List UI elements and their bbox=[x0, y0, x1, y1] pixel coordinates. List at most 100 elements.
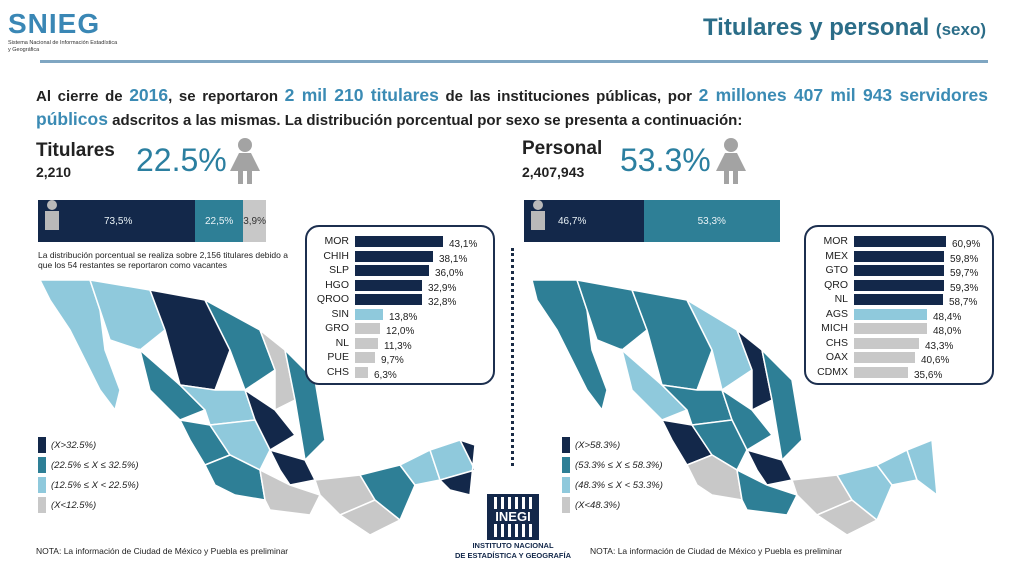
ranking-value-label: 32,9% bbox=[428, 282, 457, 294]
ranking-bar bbox=[854, 308, 927, 320]
legend-item: (22.5% ≤ X ≤ 32.5%) bbox=[38, 457, 139, 473]
titulares-map bbox=[38, 279, 477, 536]
ranking-bar bbox=[854, 265, 944, 276]
bar-segment-male: 46,7% bbox=[524, 200, 644, 242]
snieg-logo: SNIEG bbox=[8, 8, 101, 39]
ranking-bar bbox=[355, 294, 422, 305]
titulares-count: 2,210 bbox=[36, 164, 72, 180]
intro-text-2: , se reportaron bbox=[168, 88, 279, 105]
inegi-mark: INEGI bbox=[487, 494, 539, 540]
intro-year: 2016 bbox=[129, 85, 169, 105]
map-state bbox=[690, 419, 748, 472]
female-person-icon bbox=[712, 138, 750, 184]
map-state bbox=[835, 464, 893, 522]
ranking-bar bbox=[854, 294, 943, 305]
ranking-state-label: CHIH bbox=[323, 249, 349, 262]
map-state bbox=[243, 388, 297, 452]
personal-count: 2,407,943 bbox=[522, 164, 585, 180]
bar-segment-female: 53,3% bbox=[643, 200, 780, 242]
titulares-female-pct: 22.5% bbox=[136, 142, 227, 178]
map-state bbox=[438, 438, 477, 496]
ranking-value-label: 43,1% bbox=[449, 239, 478, 250]
map-state bbox=[208, 419, 271, 472]
ranking-state-label: SLP bbox=[329, 264, 349, 276]
ranking-state-label: CHS bbox=[825, 336, 848, 349]
map-state bbox=[685, 298, 753, 392]
ranking-value-label: 59,3% bbox=[950, 282, 979, 294]
legend-item: (12.5% ≤ X < 22.5%) bbox=[38, 477, 139, 493]
legend-item: (53.3% ≤ X ≤ 58.3%) bbox=[562, 457, 663, 473]
personal-female-pct: 53.3% bbox=[620, 142, 711, 178]
ranking-value-label: 58,7% bbox=[949, 297, 978, 308]
ranking-state-label: CHS bbox=[326, 365, 349, 378]
inegi-line2: DE ESTADÍSTICA Y GEOGRAFÍA bbox=[455, 551, 571, 560]
intro-holders: 2 mil 210 titulares bbox=[284, 85, 439, 105]
personal-legend: (X>58.3%) (53.3% ≤ X ≤ 58.3%) (48.3% ≤ X… bbox=[562, 437, 712, 518]
legend-item: (X>58.3%) bbox=[562, 437, 620, 453]
map-state bbox=[745, 448, 794, 486]
ranking-bar bbox=[355, 352, 375, 363]
intro-text-4: adscritos a las mismas. La distribución … bbox=[112, 112, 743, 129]
ranking-bar bbox=[854, 250, 944, 262]
map-state bbox=[358, 464, 416, 522]
intro-staff: 2 millones 407 mil 943 servidores públic… bbox=[36, 85, 988, 129]
map-state bbox=[620, 347, 689, 421]
ranking-state-label: SIN bbox=[331, 307, 349, 320]
map-state bbox=[258, 327, 296, 412]
inegi-line1: INSTITUTO NACIONAL bbox=[472, 541, 554, 550]
ranking-state-label: HGO bbox=[325, 278, 349, 291]
bar-segment-label: 53,3% bbox=[697, 215, 726, 227]
ranking-value-label: 38,1% bbox=[439, 253, 468, 265]
legend-item: (48.3% ≤ X < 53.3%) bbox=[562, 477, 663, 493]
ranking-value-label: 6,3% bbox=[374, 369, 397, 381]
ranking-value-label: 59,8% bbox=[950, 253, 979, 265]
personal-stacked-bar: 46,7% 53,3% bbox=[524, 200, 780, 242]
map-state bbox=[720, 388, 774, 452]
ranking-bar bbox=[355, 337, 378, 349]
male-person-icon bbox=[528, 200, 548, 242]
panel-divider bbox=[511, 248, 514, 466]
male-person-icon bbox=[42, 200, 62, 242]
titulares-legend: (X>32.5%) (22.5% ≤ X ≤ 32.5%) (12.5% ≤ X… bbox=[38, 437, 188, 518]
titulares-label: Titulares bbox=[36, 140, 115, 161]
map-state bbox=[259, 468, 322, 516]
titulares-ranking-panel: MOR 43,1% CHIH 38,1% SLP 36,0% HGO 32,9% QROO 32,… bbox=[305, 225, 495, 385]
personal-footnote: NOTA: La información de Ciudad de México… bbox=[590, 546, 843, 556]
ranking-value-label: 40,6% bbox=[921, 355, 950, 366]
ranking-bar bbox=[355, 308, 383, 320]
ranking-value-label: 43,3% bbox=[925, 340, 954, 352]
intro-text-1: Al cierre de bbox=[36, 88, 123, 105]
page-title: Titulares y personal (sexo) bbox=[703, 14, 986, 42]
ranking-state-label: OAX bbox=[825, 351, 848, 363]
ranking-value-label: 59,7% bbox=[950, 268, 979, 279]
ranking-state-label: NL bbox=[335, 336, 349, 349]
ranking-bar bbox=[355, 366, 368, 378]
ranking-state-label: NL bbox=[834, 293, 848, 305]
ranking-value-label: 36,0% bbox=[435, 268, 464, 279]
ranking-value-label: 48,0% bbox=[933, 326, 962, 337]
ranking-bar bbox=[355, 265, 429, 276]
titulares-footnote: NOTA: La información de Ciudad de México… bbox=[36, 546, 289, 556]
map-state bbox=[760, 347, 803, 462]
ranking-bar bbox=[355, 250, 433, 262]
ranking-state-label: MEX bbox=[825, 249, 848, 262]
bar-segment-label: 22,5% bbox=[204, 215, 234, 227]
female-person-icon bbox=[226, 138, 264, 184]
map-state bbox=[736, 468, 799, 516]
legend-item: (X>32.5%) bbox=[38, 437, 96, 453]
ranking-value-label: 11,3% bbox=[384, 340, 412, 352]
map-state bbox=[203, 298, 276, 392]
intro-text-3: de las instituciones públicas, por bbox=[445, 88, 692, 105]
ranking-value-label: 32,8% bbox=[428, 297, 457, 308]
ranking-bar bbox=[854, 236, 946, 247]
ranking-value-label: 13,8% bbox=[389, 311, 418, 323]
legend-item: (X<12.5%) bbox=[38, 497, 96, 513]
ranking-state-label: MICH bbox=[821, 322, 848, 334]
ranking-bar bbox=[854, 337, 919, 349]
personal-label: Personal bbox=[522, 138, 603, 159]
ranking-bar bbox=[854, 366, 908, 378]
ranking-value-label: 48,4% bbox=[933, 311, 962, 323]
personal-map bbox=[531, 279, 938, 536]
ranking-state-label: MOR bbox=[823, 235, 849, 247]
map-state bbox=[268, 448, 317, 486]
